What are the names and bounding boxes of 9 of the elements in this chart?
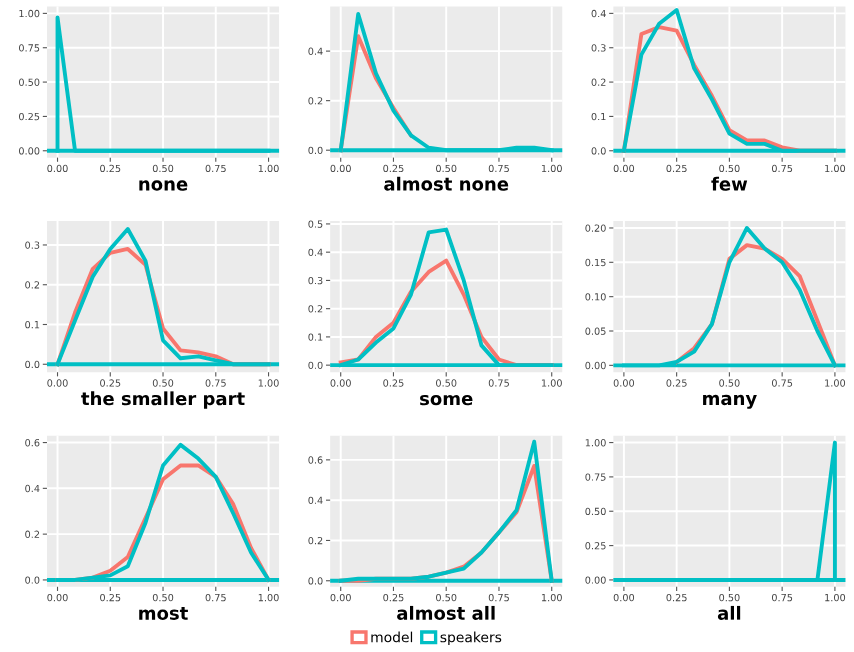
x-axis-title: almost all	[397, 605, 495, 620]
x-axis-title: none	[139, 180, 188, 191]
x-axis-title: the smaller part	[81, 391, 245, 409]
x-axis-title: many	[703, 394, 757, 409]
x-axis-title: some	[420, 394, 473, 406]
x-axis-title: all	[717, 605, 741, 620]
x-axis-title: almost none	[384, 176, 509, 191]
x-axis-title: most	[139, 606, 188, 620]
x-axis-title: few	[711, 176, 748, 191]
